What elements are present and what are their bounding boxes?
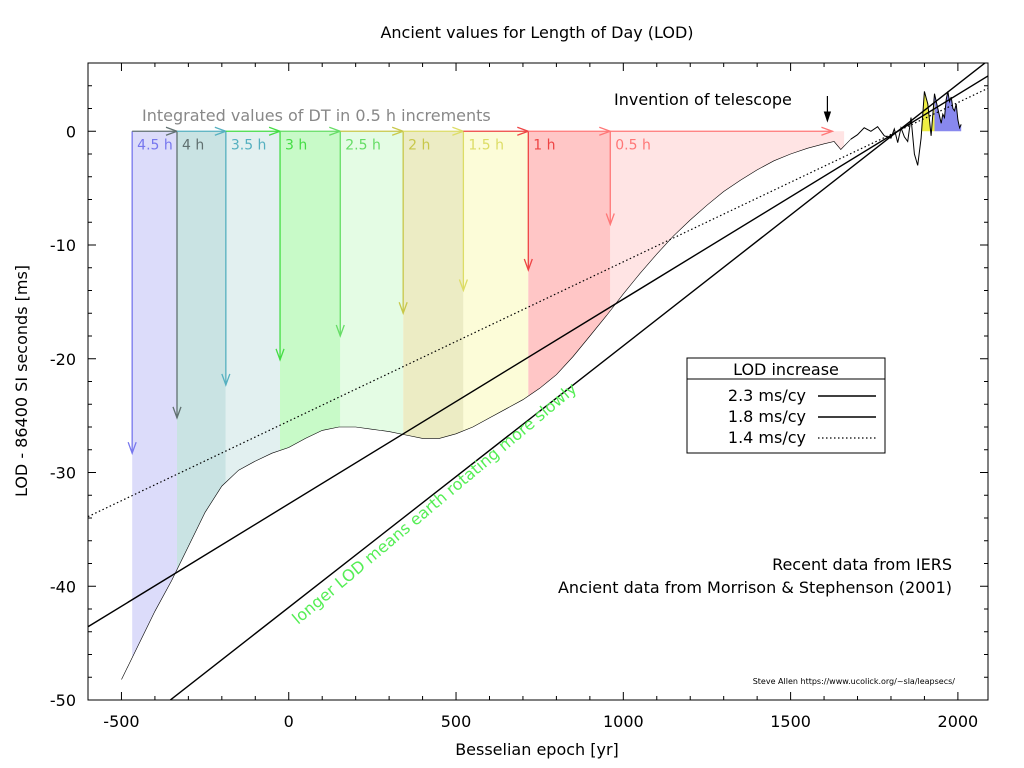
band-0 xyxy=(132,131,177,658)
y-tick-label: -20 xyxy=(50,350,76,369)
arrow-down-head-5 xyxy=(398,302,408,316)
trend-line-1 xyxy=(88,75,988,628)
band-6 xyxy=(463,131,529,431)
legend-title: LOD increase xyxy=(733,360,839,379)
chart-title: Ancient values for Length of Day (LOD) xyxy=(380,23,693,42)
source-morrison: Ancient data from Morrison & Stephenson … xyxy=(558,578,952,597)
band-label-0: 4.5 h xyxy=(137,137,173,153)
x-tick-label: -500 xyxy=(103,712,139,731)
band-label-5: 2 h xyxy=(408,137,430,153)
legend-label-1-8: 1.8 ms/cy xyxy=(728,407,806,426)
ancient-lod-curve xyxy=(121,138,852,680)
arrow-down-head-0 xyxy=(127,441,137,456)
arrow-down-head-7 xyxy=(523,258,533,272)
integrated-bands xyxy=(132,131,845,658)
band-label-7: 1 h xyxy=(533,137,555,153)
x-tick-label: 2000 xyxy=(938,712,979,731)
band-8 xyxy=(610,131,845,311)
band-2 xyxy=(225,131,280,483)
telescope-arrow xyxy=(823,96,832,123)
y-tick-label: -30 xyxy=(50,464,76,483)
band-label-4: 2.5 h xyxy=(345,137,381,153)
arrow-down-head-8 xyxy=(605,213,615,227)
integrated-annotation: Integrated values of DT in 0.5 h increme… xyxy=(142,106,491,125)
telescope-arrow-head xyxy=(823,111,832,123)
legend: LOD increase 2.3 ms/cy 1.8 ms/cy 1.4 ms/… xyxy=(686,357,886,454)
arrow-down-head-3 xyxy=(275,348,285,362)
arrow-right-head-7 xyxy=(517,126,531,136)
band-label-8: 0.5 h xyxy=(615,137,651,153)
y-axis-label: LOD - 86400 SI seconds [ms] xyxy=(12,265,31,497)
recent-fills xyxy=(921,91,962,139)
y-tick-label: -40 xyxy=(50,577,76,596)
credit: Steve Allen https://www.ucolick.org/~sla… xyxy=(753,677,956,686)
arrow-right-final-head xyxy=(821,126,835,136)
x-tick-label: 500 xyxy=(441,712,472,731)
arrow-down-head-1 xyxy=(172,406,182,420)
legend-box xyxy=(686,357,886,454)
arrow-right-head-6 xyxy=(452,126,466,136)
recent-fill-yellow xyxy=(921,91,935,139)
arrow-down-head-6 xyxy=(458,279,469,293)
band-label-1: 4 h xyxy=(182,137,204,153)
trend-lines xyxy=(88,63,988,700)
arrow-right-head-1 xyxy=(165,126,179,136)
band-label-3: 3 h xyxy=(285,137,307,153)
band-1 xyxy=(177,131,226,570)
y-tick-label: -50 xyxy=(50,691,76,710)
band-4 xyxy=(340,131,404,435)
arrow-right-head-5 xyxy=(391,126,406,136)
band-3 xyxy=(280,131,341,451)
legend-label-1-4: 1.4 ms/cy xyxy=(728,428,806,447)
x-axis-label: Besselian epoch [yr] xyxy=(455,740,619,759)
axes: -500 0 500 1000 1500 2000 0 -10 -20 -30 -40 -50 xyxy=(50,63,988,731)
arrow-down-head-2 xyxy=(221,373,231,387)
x-tick-label: 1500 xyxy=(770,712,811,731)
legend-label-2-3: 2.3 ms/cy xyxy=(728,386,806,405)
band-5 xyxy=(403,131,464,439)
x-tick-label: 1000 xyxy=(603,712,644,731)
band-label-6: 1.5 h xyxy=(468,137,504,153)
recent-fill-blue xyxy=(934,91,962,132)
trend-line-0 xyxy=(169,63,987,700)
y-tick-label: -10 xyxy=(50,236,76,255)
y-tick-label: 0 xyxy=(66,122,76,141)
telescope-annotation: Invention of telescope xyxy=(614,90,792,109)
increment-arrows: 4.5 h 4 h 3.5 h 3 h 2.5 h 2 h 1.5 h 1 h 0.5 h xyxy=(127,126,835,456)
band-7 xyxy=(528,131,611,397)
source-iers: Recent data from IERS xyxy=(772,555,952,574)
arrow-down-head-4 xyxy=(335,324,345,338)
x-tick-label: 0 xyxy=(284,712,294,731)
band-label-2: 3.5 h xyxy=(231,137,267,153)
